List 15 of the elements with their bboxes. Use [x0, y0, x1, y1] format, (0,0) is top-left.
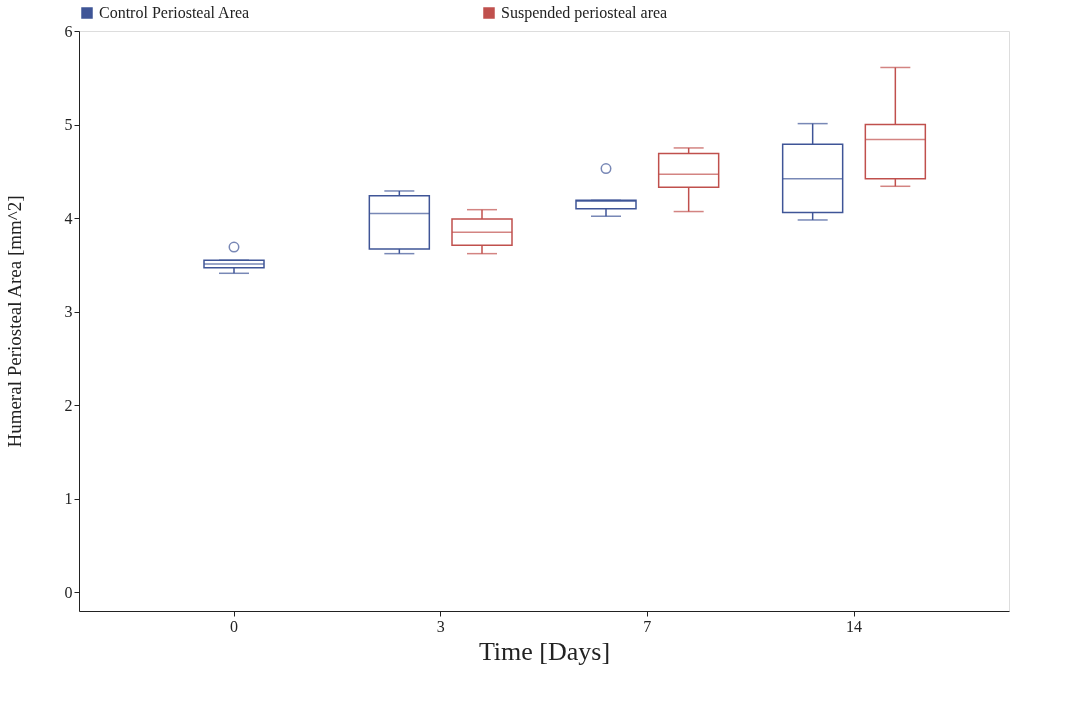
x-axis-title: Time [Days]: [478, 636, 611, 666]
y-tick-label: 4: [64, 209, 73, 227]
y-tick-label: 0: [64, 583, 73, 601]
y-axis-title: Humeral Periosteal Area [mm^2]: [3, 195, 25, 448]
x-tick-label: 7: [643, 617, 652, 635]
x-tick-label: 0: [230, 617, 238, 635]
y-tick-label: 5: [64, 116, 73, 134]
y-tick-label: 6: [64, 22, 73, 40]
x-tick-label: 3: [436, 617, 445, 635]
y-tick-label: 2: [64, 396, 73, 414]
x-tick-label: 14: [846, 617, 862, 635]
y-tick-label: 3: [64, 303, 73, 321]
legend-label: Control Periosteal Area: [99, 4, 250, 21]
legend-label: Suspended periosteal area: [501, 4, 668, 22]
y-tick-label: 1: [64, 490, 73, 508]
